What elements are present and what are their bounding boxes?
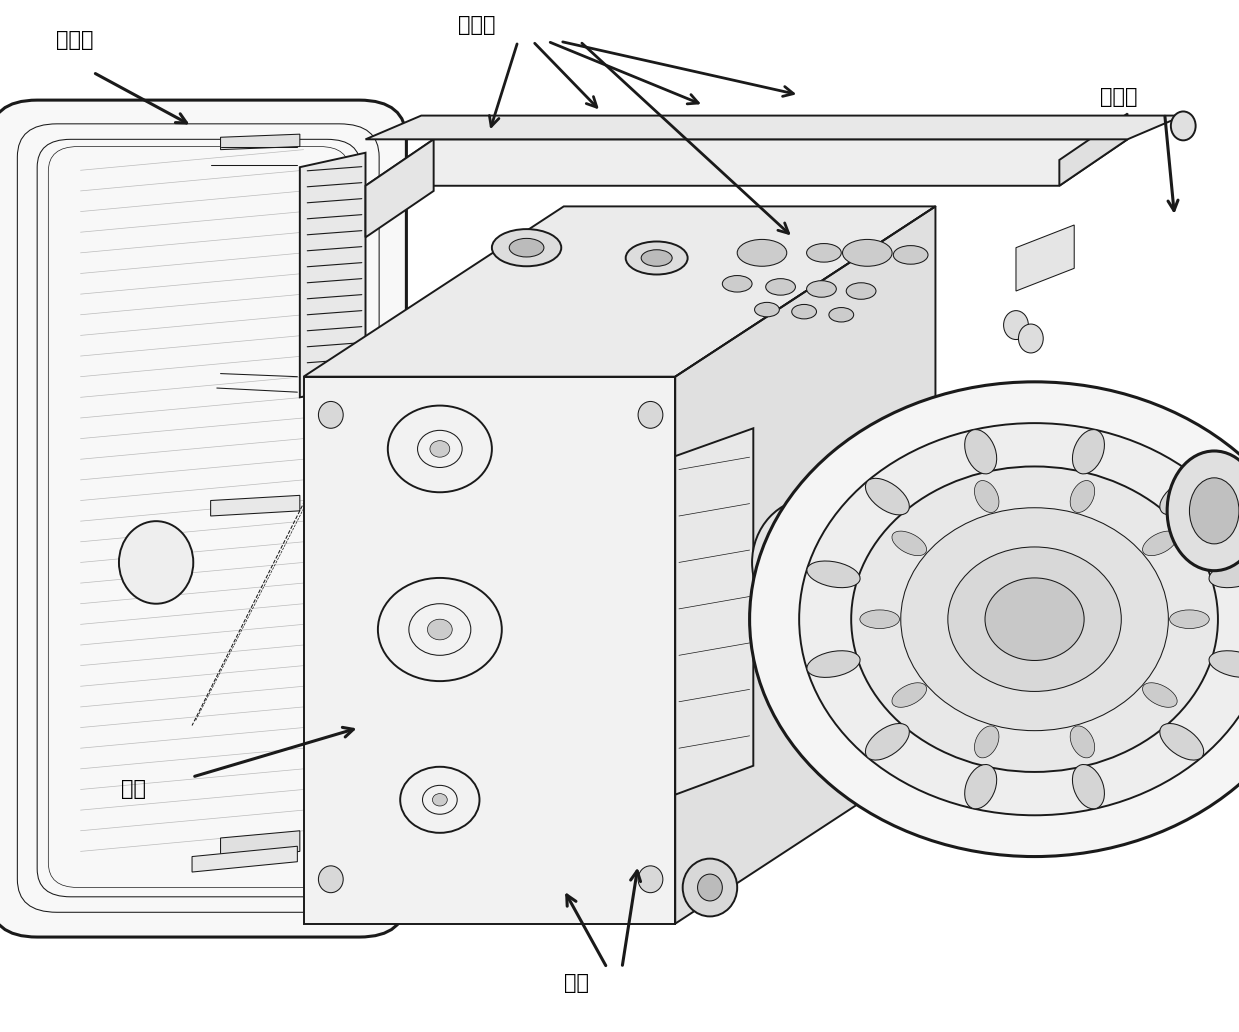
Ellipse shape [846, 283, 876, 299]
Ellipse shape [892, 683, 927, 707]
Ellipse shape [626, 241, 688, 275]
Text: 控制器: 控制器 [56, 30, 93, 51]
Polygon shape [1016, 225, 1074, 291]
Polygon shape [211, 495, 300, 516]
Polygon shape [221, 134, 300, 150]
Text: 阀块: 阀块 [121, 778, 146, 799]
Ellipse shape [638, 401, 663, 428]
Polygon shape [300, 153, 366, 397]
Ellipse shape [965, 765, 996, 809]
Ellipse shape [722, 276, 752, 292]
Ellipse shape [851, 466, 1218, 772]
Ellipse shape [1073, 429, 1104, 474]
Polygon shape [675, 206, 935, 924]
Ellipse shape [974, 725, 999, 757]
Ellipse shape [698, 874, 722, 901]
Ellipse shape [829, 308, 854, 322]
Polygon shape [904, 477, 937, 570]
Polygon shape [675, 428, 753, 795]
Ellipse shape [893, 246, 928, 264]
Ellipse shape [430, 441, 450, 457]
Ellipse shape [492, 229, 561, 266]
Polygon shape [221, 831, 300, 859]
Ellipse shape [1004, 311, 1028, 340]
Ellipse shape [1073, 765, 1104, 809]
Ellipse shape [865, 478, 909, 515]
Ellipse shape [1209, 651, 1239, 677]
Ellipse shape [965, 429, 996, 474]
Ellipse shape [1142, 531, 1177, 555]
Ellipse shape [766, 279, 795, 295]
Ellipse shape [985, 578, 1084, 660]
Ellipse shape [1070, 725, 1095, 757]
Ellipse shape [807, 281, 836, 297]
Ellipse shape [1209, 561, 1239, 587]
Ellipse shape [792, 304, 817, 319]
Ellipse shape [1170, 610, 1209, 628]
Polygon shape [192, 846, 297, 872]
Ellipse shape [1070, 481, 1095, 513]
Ellipse shape [807, 651, 860, 677]
Ellipse shape [427, 619, 452, 640]
Ellipse shape [860, 610, 900, 628]
FancyBboxPatch shape [0, 100, 406, 937]
Ellipse shape [752, 498, 871, 626]
Polygon shape [366, 116, 1183, 139]
Ellipse shape [843, 239, 892, 266]
Ellipse shape [432, 794, 447, 806]
Text: 进油口: 进油口 [1100, 87, 1137, 107]
Ellipse shape [1142, 683, 1177, 707]
Ellipse shape [642, 250, 672, 266]
Ellipse shape [683, 859, 737, 916]
Ellipse shape [784, 534, 839, 591]
Ellipse shape [638, 866, 663, 893]
Ellipse shape [1160, 478, 1204, 515]
Ellipse shape [1171, 111, 1196, 140]
Ellipse shape [799, 423, 1239, 815]
Polygon shape [366, 139, 1127, 186]
Ellipse shape [750, 382, 1239, 857]
Ellipse shape [974, 481, 999, 513]
Ellipse shape [318, 401, 343, 428]
Ellipse shape [948, 547, 1121, 691]
Ellipse shape [737, 239, 787, 266]
Ellipse shape [865, 723, 909, 761]
Polygon shape [304, 377, 675, 924]
Polygon shape [691, 719, 731, 759]
Polygon shape [366, 139, 434, 237]
Polygon shape [691, 685, 731, 724]
Text: 电机: 电机 [564, 972, 589, 993]
Ellipse shape [509, 238, 544, 257]
Ellipse shape [755, 302, 779, 317]
Ellipse shape [318, 866, 343, 893]
Ellipse shape [1167, 451, 1239, 571]
Ellipse shape [1189, 478, 1239, 544]
Polygon shape [1059, 114, 1127, 186]
Ellipse shape [119, 521, 193, 604]
Ellipse shape [1018, 324, 1043, 353]
Polygon shape [691, 652, 731, 691]
Ellipse shape [901, 508, 1168, 731]
Ellipse shape [807, 561, 860, 587]
Ellipse shape [1160, 723, 1204, 761]
Ellipse shape [892, 531, 927, 555]
Text: 出油口: 出油口 [458, 14, 496, 35]
Ellipse shape [807, 244, 841, 262]
Polygon shape [304, 206, 935, 377]
